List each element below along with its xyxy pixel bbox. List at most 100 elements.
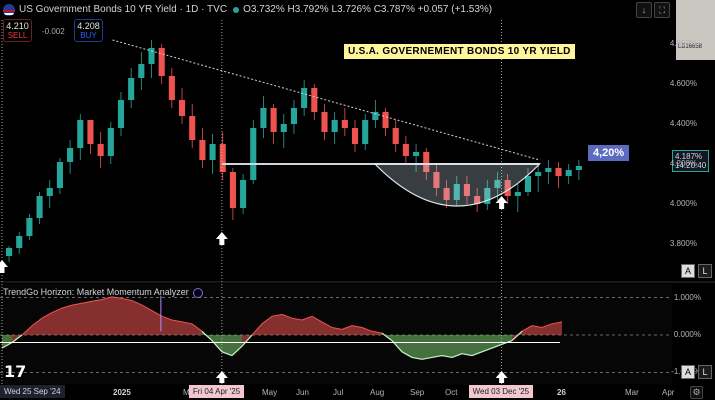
candle-body xyxy=(484,188,491,204)
webcam-overlay: LB16658 xyxy=(676,0,715,60)
log-scale-button[interactable]: L xyxy=(698,264,712,278)
y-tick-label: 4.000% xyxy=(669,199,697,208)
indicator-area-segment xyxy=(412,335,422,360)
indicator-area-segment xyxy=(392,335,402,352)
buy-button[interactable]: 4.208 BUY xyxy=(74,19,103,42)
indicator-negative-line xyxy=(431,354,443,359)
indicator-negative-line xyxy=(411,356,423,360)
annotation-title: U.S.A. GOVERNEMENT BONDS 10 YR YIELD xyxy=(344,44,575,59)
candle-body xyxy=(575,166,582,170)
candle-body xyxy=(402,144,409,156)
spread-value: -0.002 xyxy=(42,27,65,36)
indicator-y-tick-label: 1.000% xyxy=(673,292,701,302)
indicator-area-segment xyxy=(52,308,62,335)
settings-gear-icon[interactable]: ⚙ xyxy=(690,386,703,399)
auto-scale-button-ind[interactable]: A xyxy=(681,365,695,379)
symbol-header: US Government Bonds 10 YR Yield · 1D · T… xyxy=(0,0,600,19)
symbol-title[interactable]: US Government Bonds 10 YR Yield · 1D · T… xyxy=(19,4,228,15)
candle-body xyxy=(199,140,206,160)
candle-body xyxy=(56,162,63,188)
indicator-area-segment xyxy=(432,335,442,358)
auto-scale-button[interactable]: A xyxy=(681,264,695,278)
up-arrow-icon xyxy=(0,260,8,273)
indicator-area-segment xyxy=(302,316,312,335)
indicator-negative-line xyxy=(401,351,413,358)
indicator-area-segment xyxy=(132,300,142,335)
ohlc-values: O3.732% H3.792% L3.726% C3.787% +0.057 (… xyxy=(243,4,493,15)
x-tick-label: 26 xyxy=(557,388,566,397)
sell-button[interactable]: 4.210 SELL xyxy=(3,19,32,42)
indicator-negative-line xyxy=(481,347,493,353)
candle-body xyxy=(229,172,236,208)
up-arrow-icon xyxy=(495,196,508,209)
candle-body xyxy=(250,128,257,180)
indicator-area-segment xyxy=(292,318,302,335)
indicator-title[interactable]: TrendGo Horizon: Market Momentum Analyze… xyxy=(3,287,203,298)
indicator-negative-line xyxy=(491,343,503,349)
candle-body xyxy=(178,100,186,116)
corner-label: LB16658 xyxy=(678,44,703,50)
fullscreen-icon[interactable]: ⛶ xyxy=(654,2,670,18)
candle-body xyxy=(138,64,145,78)
candle-body xyxy=(36,196,43,218)
us-flag-icon xyxy=(3,3,15,16)
candle-body xyxy=(117,100,125,128)
candle-body xyxy=(148,48,155,64)
market-status-icon xyxy=(233,6,240,13)
indicator-negative-line xyxy=(421,356,433,360)
x-tick-label: Jul xyxy=(333,388,344,397)
candle-body xyxy=(524,176,532,192)
indicator-area-segment xyxy=(162,316,172,335)
log-scale-button-ind[interactable]: L xyxy=(698,365,712,379)
candle-body xyxy=(290,108,298,124)
candle-body xyxy=(362,120,369,144)
candle-body xyxy=(280,124,287,132)
indicator-area-segment xyxy=(462,335,472,356)
candle-body xyxy=(6,248,13,256)
indicator-area-segment xyxy=(422,335,432,360)
sell-price: 4.210 xyxy=(6,21,29,31)
indicator-area-segment xyxy=(42,312,52,335)
candle-body xyxy=(514,192,521,196)
candle-body xyxy=(67,148,74,162)
candle-body xyxy=(504,180,511,196)
x-tick-label: Oct xyxy=(445,388,458,397)
candle-body xyxy=(321,112,328,132)
candle-body xyxy=(270,108,277,132)
candle-body xyxy=(341,120,348,128)
download-icon[interactable]: ↓ xyxy=(636,2,652,18)
indicator-area-segment xyxy=(222,335,232,356)
indicator-area-segment xyxy=(92,299,102,335)
candle-body xyxy=(301,88,308,108)
countdown-timer: 14:20:40 xyxy=(675,161,707,170)
buy-price: 4.208 xyxy=(77,21,100,31)
indicator-area-segment xyxy=(2,335,12,349)
indicator-area-segment xyxy=(532,325,542,335)
candle-body xyxy=(209,144,216,160)
candle-body xyxy=(311,88,318,112)
indicator-negative-line xyxy=(221,351,233,357)
indicator-area-segment xyxy=(482,335,492,352)
indicator-negative-line xyxy=(11,334,23,343)
indicator-negative-line xyxy=(201,330,213,342)
indicator-settings-icon[interactable] xyxy=(192,287,203,298)
candle-body xyxy=(382,112,389,128)
candle-body xyxy=(443,188,450,200)
indicator-area-segment xyxy=(472,335,482,356)
up-arrow-icon xyxy=(215,371,228,383)
x-tick-label: 2025 xyxy=(113,388,131,397)
indicator-area-segment xyxy=(452,335,462,358)
candle-body xyxy=(433,172,440,188)
indicator-y-tick-label: 0.000% xyxy=(673,330,701,339)
indicator-area-segment xyxy=(322,321,332,335)
indicator-negative-line xyxy=(441,354,453,359)
candle-body xyxy=(494,180,501,188)
indicator-negative-line xyxy=(471,351,483,357)
indicator-area-segment xyxy=(362,327,372,335)
candle-body xyxy=(107,128,114,156)
candle-body xyxy=(77,120,84,148)
tradingview-logo-icon: 𝟭𝟳 xyxy=(4,364,27,381)
x-tick-label: May xyxy=(262,388,278,397)
